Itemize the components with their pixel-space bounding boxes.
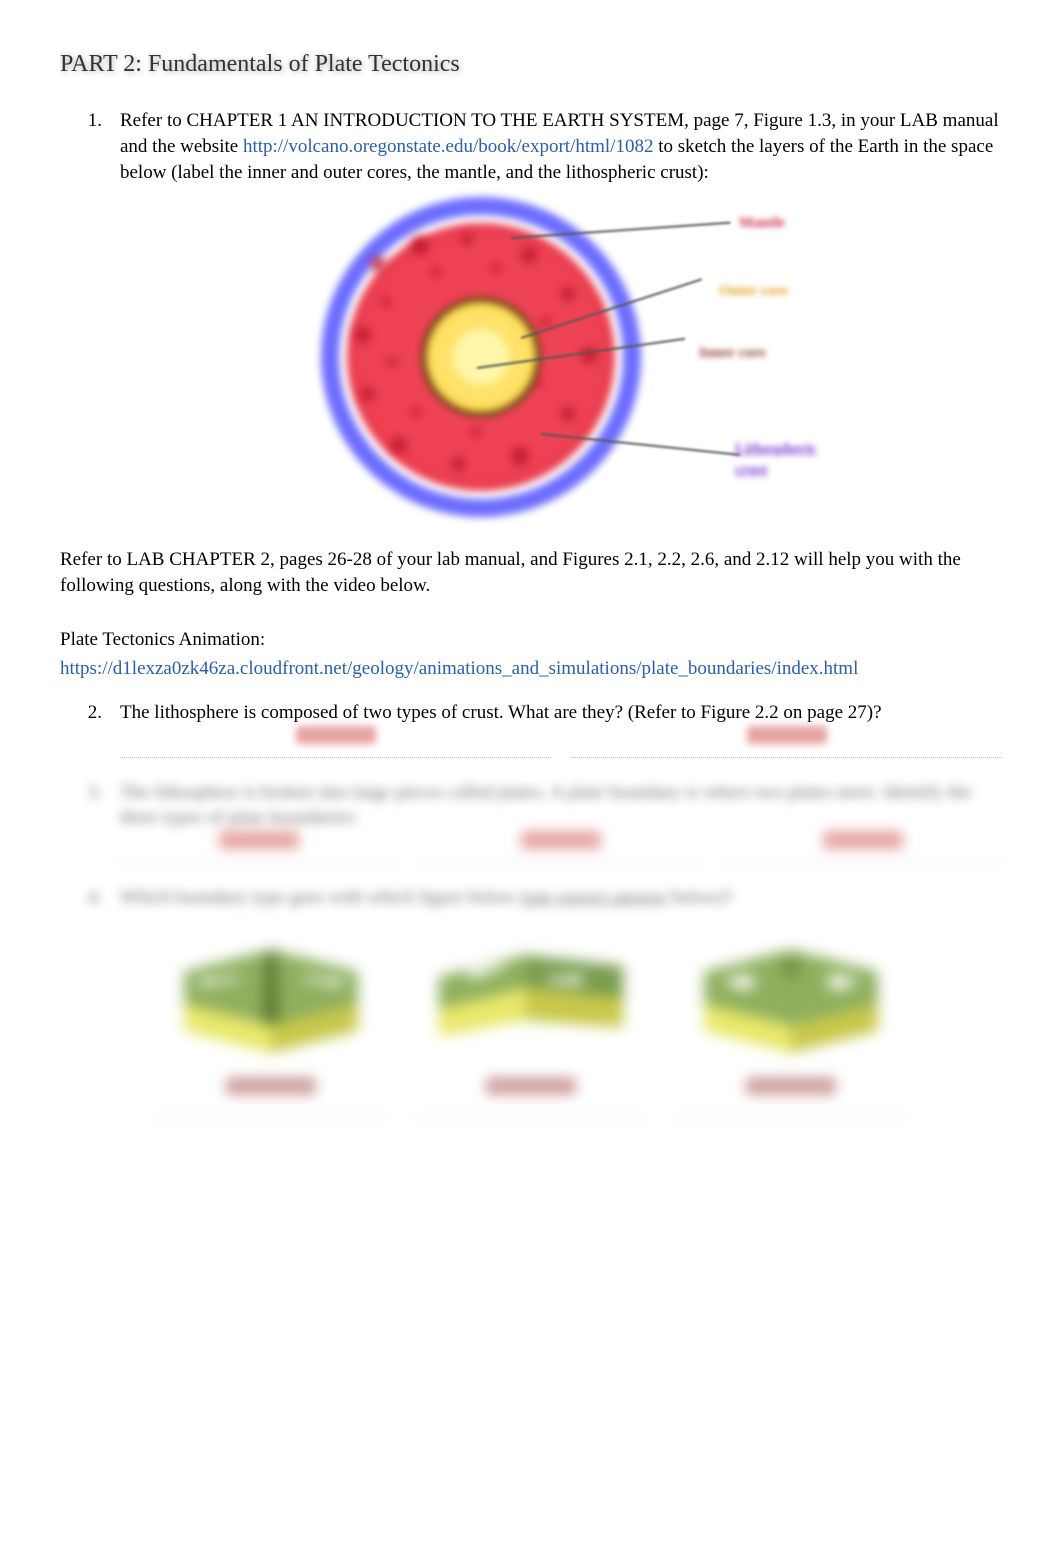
earth-sphere [321, 197, 641, 517]
plate-label [676, 1072, 906, 1098]
question-3: 3. The lithosphere is broken into large … [60, 780, 1002, 863]
q2-text: The lithosphere is composed of two types… [120, 702, 882, 723]
animation-label: Plate Tectonics Animation: [60, 627, 1002, 653]
question-1-body: Refer to CHAPTER 1 AN INTRODUCTION TO TH… [120, 108, 1002, 185]
plate-label [156, 1072, 386, 1098]
question-2: 2. The lithosphere is composed of two ty… [60, 700, 1002, 758]
plate-diagram-row [60, 928, 1002, 1117]
q1-link[interactable]: http://volcano.oregonstate.edu/book/expo… [243, 136, 654, 157]
label-inner-core: Inner core [691, 341, 774, 365]
redacted-answer [746, 1077, 836, 1095]
q4-text-b: below)? [667, 887, 733, 908]
document-page: PART 2: Fundamentals of Plate Tectonics … [0, 0, 1062, 1178]
q3-text: The lithosphere is broken into large pie… [120, 782, 971, 829]
question-4: 4. Which boundary type goes with which f… [60, 885, 1002, 911]
list-number: 3. [60, 780, 120, 863]
list-number: 4. [60, 885, 120, 911]
plate-diagram-divergent [156, 928, 386, 1117]
q4-text-underline: (put correct answer [520, 887, 667, 908]
question-2-body: The lithosphere is composed of two types… [120, 700, 1002, 758]
question-3-body: The lithosphere is broken into large pie… [120, 780, 1002, 863]
answer-slot [120, 837, 398, 863]
q3-answer-row [120, 837, 1002, 863]
answer-slot [571, 732, 1002, 758]
label-outer-core: Outer core [711, 279, 796, 303]
redacted-answer [219, 831, 299, 849]
divergent-svg [156, 928, 386, 1058]
redacted-answer [226, 1077, 316, 1095]
answer-line [676, 1104, 906, 1118]
page-title: PART 2: Fundamentals of Plate Tectonics [60, 48, 1002, 80]
plate-label [416, 1072, 646, 1098]
answer-slot [724, 837, 1002, 863]
redacted-answer [747, 726, 827, 744]
redacted-answer [521, 831, 601, 849]
mid-paragraph: Refer to LAB CHAPTER 2, pages 26-28 of y… [60, 547, 1002, 598]
transform-svg [416, 928, 646, 1058]
q2-answer-row [120, 732, 1002, 758]
answer-slot [422, 837, 700, 863]
label-mantle: Mantle [731, 211, 793, 235]
redacted-answer [486, 1077, 576, 1095]
q4-text-a: Which boundary type goes with which figu… [120, 887, 520, 908]
redacted-answer [823, 831, 903, 849]
plate-diagram-transform [416, 928, 646, 1117]
plate-diagram-convergent [676, 928, 906, 1117]
answer-slot [120, 732, 551, 758]
inner-core-layer [453, 329, 509, 385]
label-lithosphere: Lithospheric crust [727, 437, 851, 482]
convergent-svg [676, 928, 906, 1058]
list-number: 2. [60, 700, 120, 758]
earth-diagram: Mantle Outer core Inner core Lithospheri… [211, 197, 851, 527]
answer-line [156, 1104, 386, 1118]
animation-link[interactable]: https://d1lexza0zk46za.cloudfront.net/ge… [60, 658, 858, 679]
list-number: 1. [60, 108, 120, 185]
redacted-answer [296, 726, 376, 744]
question-4-body: Which boundary type goes with which figu… [120, 885, 1002, 911]
question-1: 1. Refer to CHAPTER 1 AN INTRODUCTION TO… [60, 108, 1002, 185]
answer-line [416, 1104, 646, 1118]
blurred-content: 3. The lithosphere is broken into large … [60, 780, 1002, 1118]
